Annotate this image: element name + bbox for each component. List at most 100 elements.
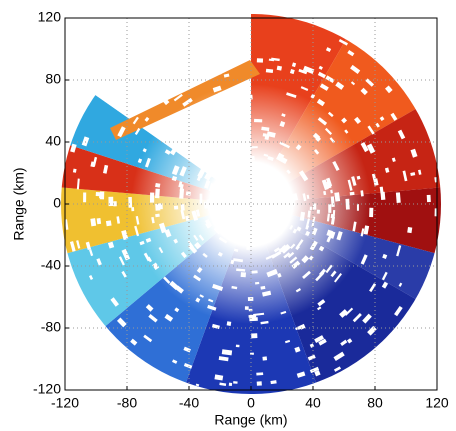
radar-gap xyxy=(394,305,403,317)
radar-gap xyxy=(212,283,224,292)
radar-gap xyxy=(356,175,361,180)
radar-gap xyxy=(292,228,298,234)
radar-gap xyxy=(206,174,212,181)
radar-gap xyxy=(321,179,329,191)
radar-gap xyxy=(110,297,119,307)
radar-gap xyxy=(96,258,102,266)
radar-gap xyxy=(249,317,258,322)
radar-gap xyxy=(277,179,285,188)
radar-gap xyxy=(299,211,306,221)
radar-gap xyxy=(396,245,402,257)
radar-gap xyxy=(363,225,370,235)
radar-gap xyxy=(76,240,81,249)
x-tick-label: 80 xyxy=(367,395,383,411)
radar-gap xyxy=(302,270,311,280)
radar-gap xyxy=(262,356,268,361)
radar-gap xyxy=(354,116,362,125)
y-tick-label: 120 xyxy=(38,9,62,25)
radar-gap xyxy=(330,213,335,219)
radar-gap xyxy=(260,285,266,290)
radar-gap xyxy=(215,131,226,138)
radar-gap xyxy=(228,382,233,387)
radar-gap xyxy=(144,157,151,168)
radar-gap xyxy=(296,226,302,232)
radar-gap xyxy=(118,256,125,266)
radar-gap xyxy=(330,189,333,194)
radar-gap xyxy=(282,187,289,196)
radar-gap xyxy=(147,256,152,263)
radar-gap xyxy=(155,213,160,218)
radar-gap xyxy=(134,127,141,136)
radar-gap xyxy=(360,87,368,96)
radar-gap xyxy=(217,169,223,175)
radar-gap xyxy=(375,122,380,128)
radar-gap xyxy=(158,203,163,210)
radar-gap xyxy=(271,250,282,259)
radar-gap xyxy=(195,383,200,387)
radar-gap xyxy=(268,58,275,62)
radar-gap xyxy=(291,260,301,269)
radar-gap xyxy=(311,227,318,236)
radar-gap xyxy=(333,351,345,361)
radar-gap xyxy=(379,116,385,122)
radar-gap xyxy=(326,236,331,243)
radar-gap xyxy=(276,65,282,71)
radar-gap xyxy=(384,167,390,173)
radar-gap xyxy=(197,123,208,132)
radar-gap xyxy=(132,116,139,125)
radar-gap xyxy=(350,81,356,86)
radar-gap xyxy=(113,201,117,207)
radar-gap xyxy=(314,335,325,343)
radar-gap xyxy=(344,129,349,134)
radar-gap xyxy=(155,188,160,199)
radar-gap xyxy=(185,191,191,196)
x-tick-label: -40 xyxy=(179,395,199,411)
radar-gap xyxy=(316,209,321,214)
radar-gap xyxy=(301,255,310,264)
y-tick-label: -40 xyxy=(41,257,61,273)
radar-gap xyxy=(276,154,288,165)
radar-gap xyxy=(332,160,340,171)
radar-gap xyxy=(169,65,179,73)
radar-gap xyxy=(279,120,286,128)
radar-gap xyxy=(148,314,158,323)
radar-gap xyxy=(311,216,316,227)
radar-gap xyxy=(116,317,127,328)
radar-gap xyxy=(277,272,282,278)
radar-gap xyxy=(144,116,150,122)
radar-gap xyxy=(219,168,226,175)
radar-gap xyxy=(312,203,317,210)
radar-gap xyxy=(315,136,322,142)
radar-gap xyxy=(339,309,349,318)
radar-gap xyxy=(352,313,362,323)
radar-gap xyxy=(96,218,102,225)
radar-gap xyxy=(169,148,177,156)
radar-gap xyxy=(175,139,185,150)
radar-gap xyxy=(217,251,223,257)
radar-gap xyxy=(306,194,310,199)
radar-gap xyxy=(253,312,265,317)
radar-gap xyxy=(245,155,255,162)
radar-gap xyxy=(367,125,375,135)
radar-gap xyxy=(197,168,206,179)
radar-gap xyxy=(381,281,389,289)
radar-gap xyxy=(173,93,183,102)
radar-gap xyxy=(171,175,178,182)
radar-gap xyxy=(152,262,160,270)
radar-gap xyxy=(385,85,393,94)
radar-gap xyxy=(294,346,301,353)
radar-gap xyxy=(296,371,306,378)
radar-gap xyxy=(121,270,127,278)
radar-gap xyxy=(103,164,109,174)
radar-gap xyxy=(213,227,221,235)
radar-gap xyxy=(241,160,247,167)
radar-gap xyxy=(64,219,69,230)
radar-gap xyxy=(190,135,198,143)
radar-gap xyxy=(180,204,185,211)
radar-gap xyxy=(204,180,211,189)
radar-gap xyxy=(221,349,233,356)
radar-gap xyxy=(410,172,416,176)
radar-gap xyxy=(137,158,143,164)
radar-gap xyxy=(171,359,178,364)
y-tick-label: 40 xyxy=(45,133,61,149)
